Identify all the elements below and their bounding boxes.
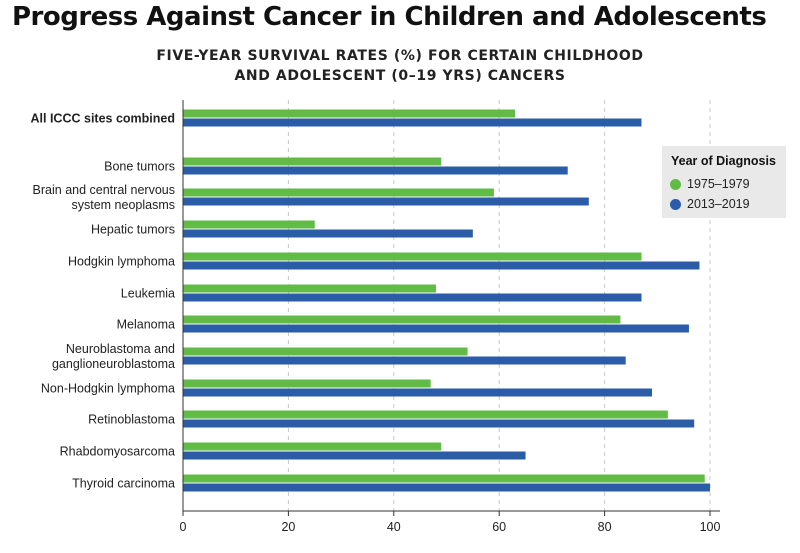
bar-series-1-category-11 [183,442,442,451]
bar-series-2-category-12 [183,483,710,492]
legend-swatch-series-1 [670,178,681,190]
x-tick-label-40: 40 [387,520,401,534]
category-label-11: Rhabdomyosarcoma [60,445,175,459]
bar-series-1-category-1 [183,109,516,118]
legend-swatch-series-2 [670,198,681,210]
bar-series-1-category-2 [183,157,442,166]
x-tick-label-0: 0 [180,520,187,534]
legend-item-series-2: 2013–2019 [670,196,750,212]
category-label-3-line-1: Brain and central nervous [33,183,175,197]
category-label-5-line-1: Hodgkin lymphoma [68,255,175,269]
bar-series-1-category-5 [183,252,642,261]
bar-series-1-category-7 [183,315,621,324]
legend-title: Year of Diagnosis [671,154,776,168]
category-label-6: Leukemia [121,287,175,301]
bar-series-2-category-9 [183,388,653,397]
category-label-5: Hodgkin lymphoma [68,255,175,269]
legend-label-series-1: 1975–1979 [687,177,750,191]
page-title: Progress Against Cancer in Children and … [12,2,767,32]
bar-series-1-category-10 [183,410,668,419]
bar-series-1-category-12 [183,474,705,483]
category-label-11-line-1: Rhabdomyosarcoma [60,445,175,459]
x-tick-label-80: 80 [598,520,612,534]
category-label-1: All ICCC sites combined [31,112,175,126]
category-label-8: Neuroblastoma and ganglioneuroblastoma [52,342,175,371]
bar-series-1-category-9 [183,379,431,388]
category-label-12: Thyroid carcinoma [72,477,175,491]
bar-series-1-category-4 [183,220,315,229]
bar-series-2-category-7 [183,324,689,333]
bar-series-2-category-3 [183,197,589,206]
category-label-2-line-1: Bone tumors [104,160,175,174]
bar-series-1-category-6 [183,284,436,293]
legend-item-series-1: 1975–1979 [670,176,750,192]
category-label-1-line-1: All ICCC sites combined [31,112,175,126]
category-label-12-line-1: Thyroid carcinoma [72,477,175,491]
bar-series-2-category-10 [183,419,695,428]
chart-subtitle-line-1: FIVE-YEAR SURVIVAL RATES (%) FOR CERTAIN… [156,48,644,64]
bar-series-2-category-4 [183,229,473,238]
x-tick-label-20: 20 [281,520,295,534]
category-label-7-line-1: Melanoma [117,318,175,332]
category-label-2: Bone tumors [104,160,175,174]
chart-legend: Year of Diagnosis 1975–1979 2013–2019 [662,146,786,218]
category-label-4: Hepatic tumors [91,223,175,237]
category-label-9: Non-Hodgkin lymphoma [41,382,175,396]
category-label-9-line-1: Non-Hodgkin lymphoma [41,382,175,396]
bar-series-2-category-5 [183,261,700,270]
category-label-10: Retinoblastoma [88,413,175,427]
category-label-8-line-2: ganglioneuroblastoma [52,357,175,371]
category-label-7: Melanoma [117,318,175,332]
bar-series-2-category-11 [183,451,526,460]
category-label-4-line-1: Hepatic tumors [91,223,175,237]
category-label-3-line-2: system neoplasms [71,198,175,212]
legend-label-series-2: 2013–2019 [687,197,750,211]
bar-series-2-category-2 [183,166,568,175]
bar-series-1-category-8 [183,347,468,356]
bar-series-1-category-3 [183,188,494,197]
category-label-8-line-1: Neuroblastoma and [66,342,175,356]
category-label-6-line-1: Leukemia [121,287,175,301]
chart-subtitle-line-2: AND ADOLESCENT (0–19 YRS) CANCERS [234,68,566,84]
bar-series-2-category-8 [183,356,626,365]
bar-series-2-category-6 [183,293,642,302]
bar-series-2-category-1 [183,118,642,127]
category-label-10-line-1: Retinoblastoma [88,413,175,427]
x-tick-label-100: 100 [700,520,721,534]
category-label-3: Brain and central nervous system neoplasm… [33,183,175,212]
x-tick-label-60: 60 [492,520,506,534]
